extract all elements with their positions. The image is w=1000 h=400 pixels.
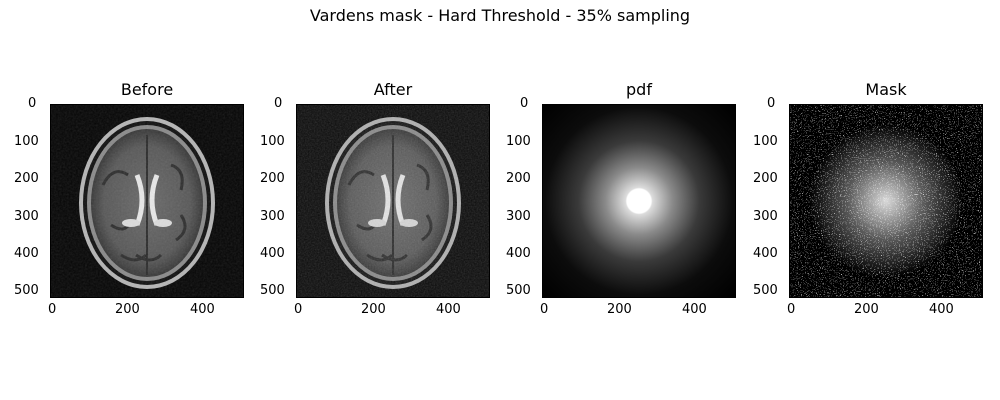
xtick-label: 400 xyxy=(682,302,707,317)
xtick-label: 400 xyxy=(190,302,215,317)
xtick-label: 0 xyxy=(294,302,303,317)
image-pdf xyxy=(542,104,736,298)
image-before xyxy=(50,104,244,298)
xtick-label: 200 xyxy=(854,302,879,317)
ytick-label: 0 xyxy=(274,96,283,111)
ytick-label: 100 xyxy=(753,134,778,149)
ytick-label: 0 xyxy=(767,96,776,111)
ytick-label: 200 xyxy=(753,171,778,186)
ytick-label: 200 xyxy=(14,171,39,186)
image-after xyxy=(296,104,490,298)
xtick-label: 0 xyxy=(540,302,549,317)
xtick-label: 400 xyxy=(436,302,461,317)
ytick-label: 500 xyxy=(14,283,39,298)
ytick-label: 300 xyxy=(260,209,285,224)
panel-title-after: After xyxy=(373,80,413,99)
xtick-label: 0 xyxy=(48,302,57,317)
ytick-label: 100 xyxy=(260,134,285,149)
ytick-label: 0 xyxy=(28,96,37,111)
panel-title-pdf: pdf xyxy=(626,80,652,99)
mask-graphic xyxy=(790,105,982,297)
brain-before-graphic xyxy=(51,105,243,297)
ytick-label: 400 xyxy=(506,246,531,261)
ytick-label: 500 xyxy=(260,283,285,298)
pdf-graphic xyxy=(543,105,735,297)
ytick-label: 100 xyxy=(14,134,39,149)
ytick-label: 400 xyxy=(14,246,39,261)
xtick-label: 200 xyxy=(607,302,632,317)
image-mask xyxy=(789,104,983,298)
brain-after-graphic xyxy=(297,105,489,297)
ytick-label: 300 xyxy=(753,209,778,224)
panel-title-mask: Mask xyxy=(865,80,907,99)
ytick-label: 300 xyxy=(506,209,531,224)
ytick-label: 0 xyxy=(520,96,529,111)
ytick-label: 300 xyxy=(14,209,39,224)
xtick-label: 400 xyxy=(929,302,954,317)
panel-title-before: Before xyxy=(120,80,174,99)
ytick-label: 400 xyxy=(260,246,285,261)
ytick-label: 500 xyxy=(506,283,531,298)
xtick-label: 200 xyxy=(361,302,386,317)
ytick-label: 100 xyxy=(506,134,531,149)
ytick-label: 400 xyxy=(753,246,778,261)
xtick-label: 200 xyxy=(115,302,140,317)
ytick-label: 200 xyxy=(260,171,285,186)
figure-suptitle: Vardens mask - Hard Threshold - 35% samp… xyxy=(309,6,691,25)
xtick-label: 0 xyxy=(787,302,796,317)
ytick-label: 200 xyxy=(506,171,531,186)
ytick-label: 500 xyxy=(753,283,778,298)
